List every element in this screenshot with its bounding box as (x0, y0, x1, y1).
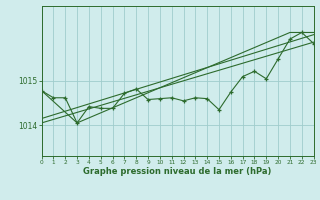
X-axis label: Graphe pression niveau de la mer (hPa): Graphe pression niveau de la mer (hPa) (84, 167, 272, 176)
